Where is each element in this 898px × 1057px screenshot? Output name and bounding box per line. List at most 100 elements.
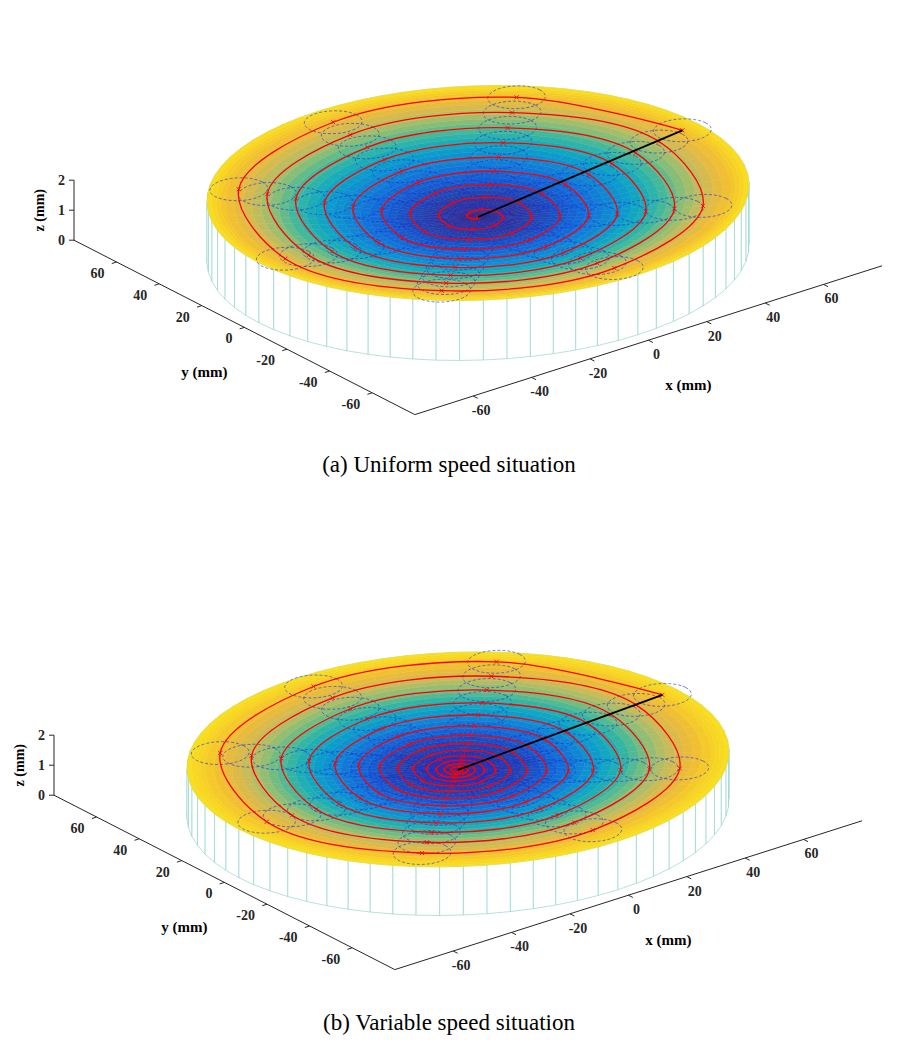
cylinder-face — [638, 268, 656, 334]
x-axis-line — [415, 266, 882, 415]
x-tick — [824, 284, 828, 286]
cylinder-face — [436, 300, 460, 360]
cylinder-face — [576, 286, 598, 350]
surface-patch — [297, 206, 306, 213]
surface-patch — [470, 255, 480, 258]
surface-patch — [461, 252, 471, 255]
surface-patch — [465, 243, 473, 246]
surface-patch — [493, 105, 514, 110]
surface-patch — [451, 216, 460, 217]
x-tick — [532, 377, 536, 379]
surface-patch — [486, 161, 498, 166]
cylinder-face — [413, 299, 436, 360]
surface-patch — [252, 208, 262, 216]
y-tick — [197, 306, 202, 308]
x-tick-label: 40 — [766, 310, 780, 325]
z-tick — [69, 240, 74, 241]
surface-patch — [333, 210, 342, 215]
surface-patch — [477, 190, 483, 194]
x-tick — [648, 340, 652, 342]
z-axis-title: z (mm) — [32, 189, 48, 232]
y-tick-label: 0 — [225, 331, 232, 346]
cylinder-face — [235, 247, 246, 315]
surface-patch — [495, 165, 506, 170]
x-tick — [473, 396, 477, 398]
z-tick-label: 1 — [58, 203, 65, 218]
y-tick-label: -60 — [342, 397, 361, 412]
surface-patch — [474, 114, 493, 119]
surface-patch — [492, 174, 502, 179]
chart-root: -60-40-200204060-60-40-200204060012x (mm… — [0, 0, 898, 1057]
cylinder-face — [208, 213, 212, 282]
y-axis-line — [74, 240, 415, 414]
cylinder-face — [726, 220, 735, 289]
cylinder-face — [597, 281, 618, 346]
cylinder-face — [656, 261, 673, 328]
surface-patch — [470, 234, 475, 237]
x-axis-title: x (mm) — [665, 377, 711, 394]
cylinder-face — [218, 231, 226, 300]
plot-marks — [207, 86, 749, 361]
cylinder-face — [246, 255, 259, 322]
x-tick-label: -60 — [472, 403, 491, 418]
surface-patch — [370, 213, 379, 217]
cylinder-face — [689, 246, 703, 314]
cylinder-face — [746, 192, 749, 261]
surface-patch — [475, 133, 491, 138]
x-tick — [707, 322, 711, 324]
surface-patch — [370, 217, 380, 221]
surface-patch — [342, 210, 351, 215]
cylinder-face — [274, 270, 290, 336]
cylinder-face — [327, 287, 347, 351]
y-tick — [367, 393, 372, 395]
cylinder-face — [530, 294, 553, 357]
surface-patch — [491, 119, 510, 124]
y-tick — [325, 371, 330, 373]
x-tick — [590, 359, 594, 361]
surface-patch — [484, 174, 493, 178]
cylinder-side — [207, 86, 749, 361]
axes: -60-40-200204060-60-40-200204060012x (mm… — [32, 173, 882, 418]
surface-patch — [252, 200, 261, 209]
panel: -60-40-200204060-60-40-200204060012x (mm… — [32, 86, 882, 477]
surface-patch — [279, 210, 289, 217]
surface — [207, 86, 749, 301]
y-tick-label: -20 — [256, 353, 275, 368]
y-tick-label: -40 — [299, 375, 318, 390]
surface-patch — [484, 178, 492, 182]
surface-patch — [476, 174, 485, 178]
surface-patch — [471, 252, 480, 255]
cylinder-face — [225, 239, 234, 307]
y-tick-label: 60 — [91, 266, 105, 281]
surface-patch — [490, 133, 506, 138]
cylinder-face — [507, 297, 530, 359]
x-tick-label: 0 — [653, 347, 660, 362]
surface-patch — [315, 208, 324, 214]
surface-patch — [482, 190, 488, 194]
cylinder-face — [290, 276, 308, 342]
surface-patch — [457, 261, 469, 264]
y-tick — [282, 349, 287, 351]
surface-patch — [388, 214, 397, 217]
x-tick-label: -40 — [530, 384, 549, 399]
cylinder-face — [460, 300, 484, 360]
surface-patch — [388, 217, 397, 220]
cylinder-face — [715, 229, 726, 298]
z-tick — [69, 210, 74, 211]
x-tick-label: -20 — [589, 366, 608, 381]
z-tick-label: 0 — [58, 233, 65, 248]
y-tick — [112, 262, 117, 264]
cylinder-face — [483, 299, 507, 360]
z-tick-label: 2 — [58, 173, 65, 188]
x-tick-label: 20 — [708, 329, 722, 344]
y-tick-label: 40 — [133, 288, 147, 303]
cylinder-face — [308, 282, 327, 347]
surface-patch — [475, 231, 479, 234]
x-tick-label: 60 — [825, 291, 839, 306]
surface-patch — [472, 243, 479, 246]
surface-patch — [306, 207, 315, 214]
surface-patch — [465, 165, 475, 170]
z-tick — [69, 180, 74, 181]
surface-patch — [342, 215, 352, 220]
cylinder-face — [368, 294, 390, 357]
